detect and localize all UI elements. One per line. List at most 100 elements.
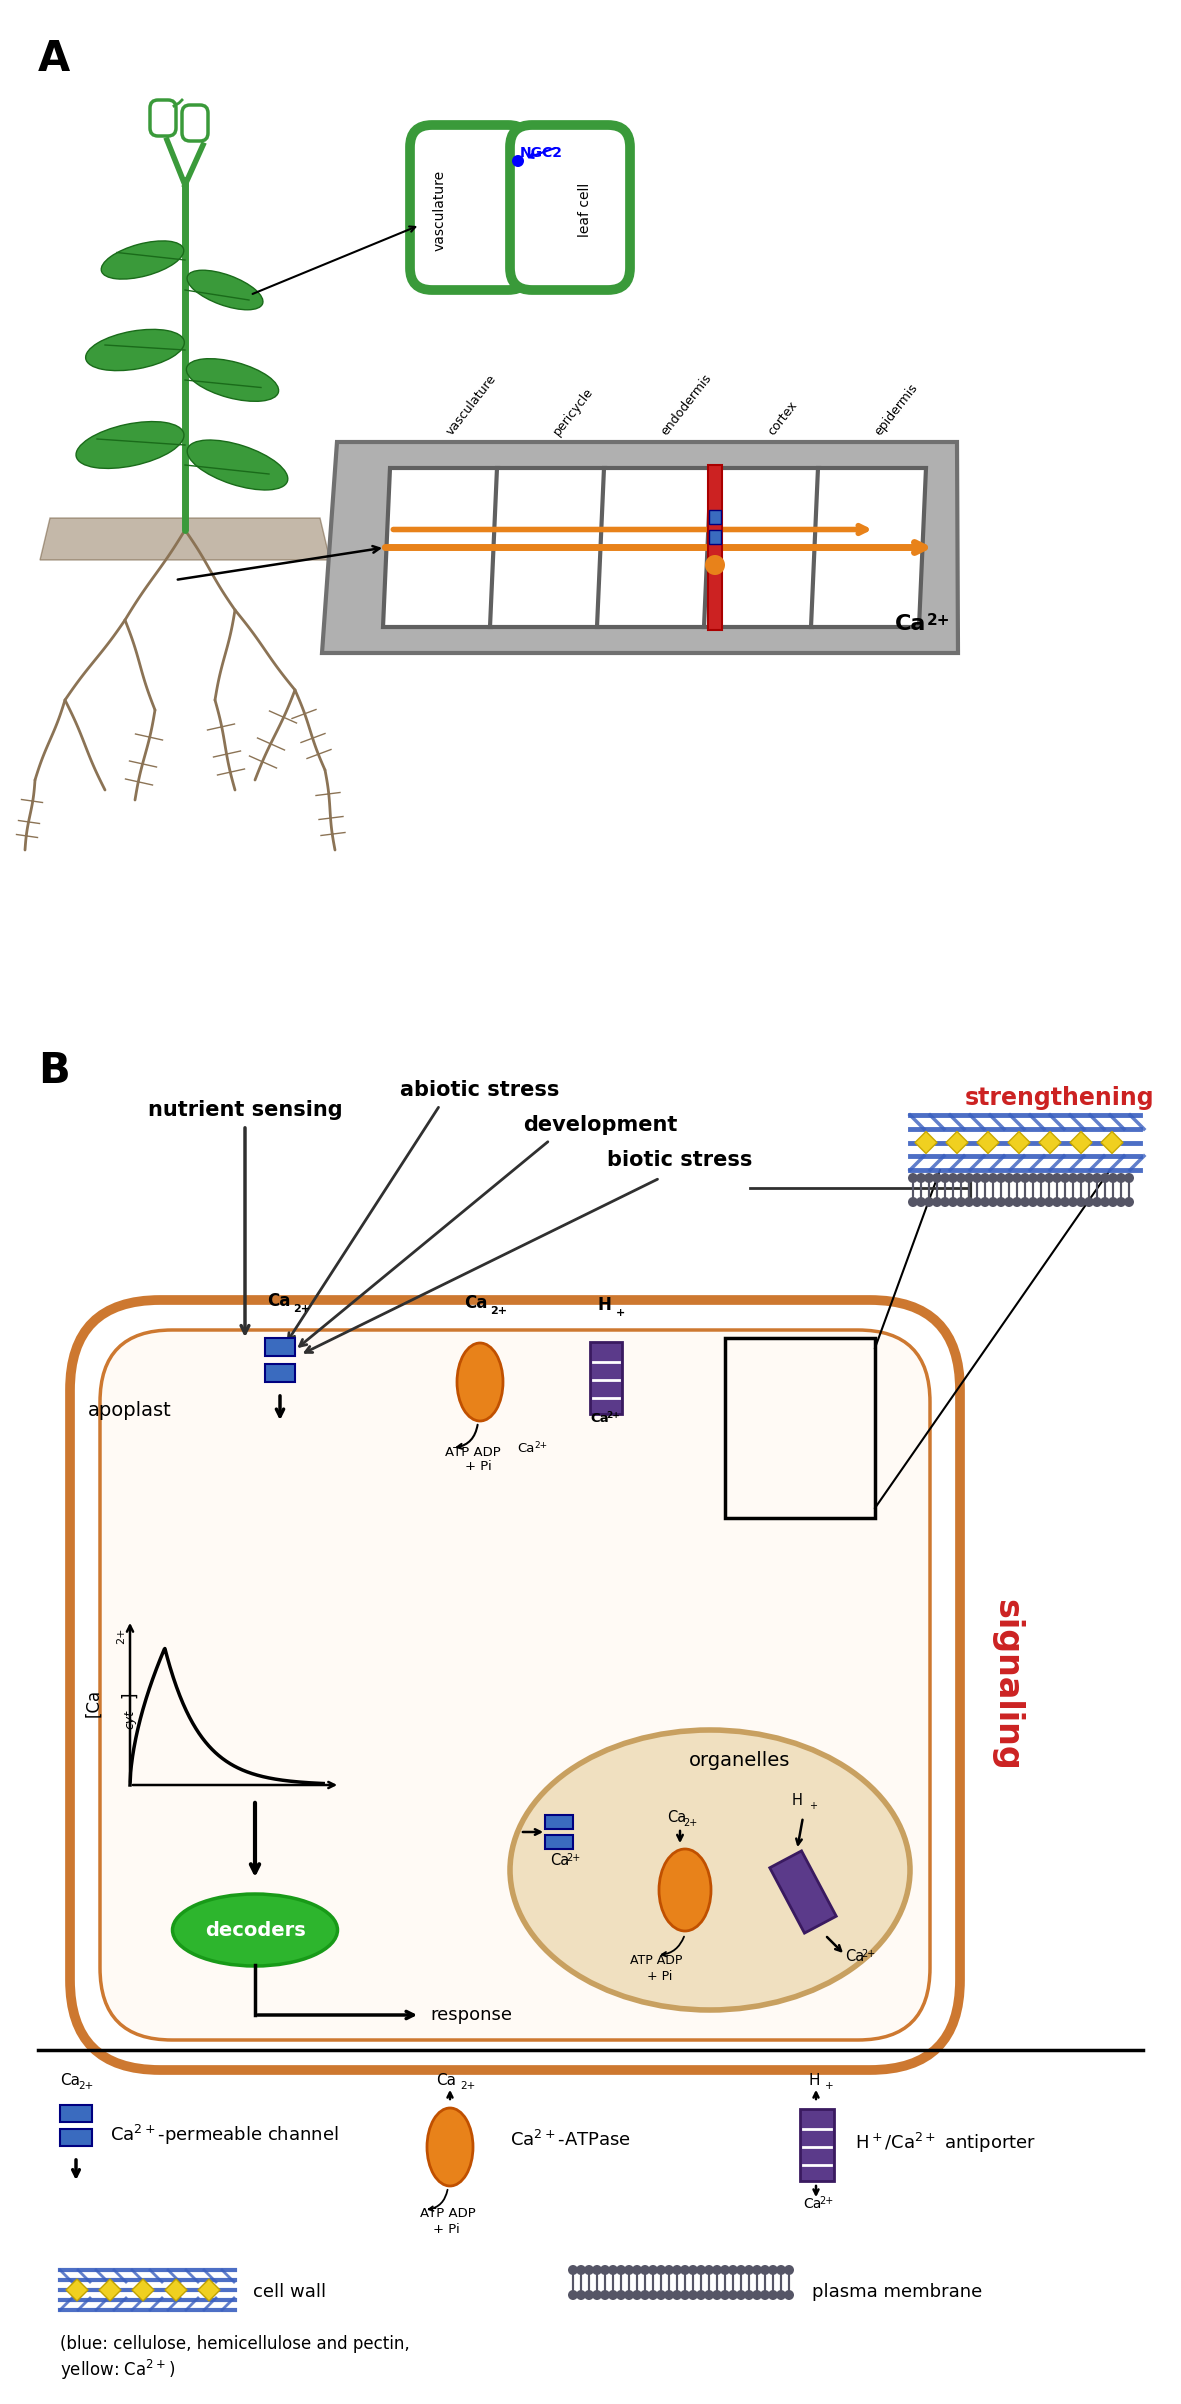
Text: nutrient sensing: nutrient sensing (148, 1101, 342, 1120)
Circle shape (932, 1173, 942, 1183)
Circle shape (727, 2265, 738, 2274)
Polygon shape (132, 2279, 154, 2301)
Text: Ca: Ca (60, 2072, 80, 2089)
Text: Ca: Ca (550, 1853, 569, 1868)
Bar (709, 529, 720, 543)
Circle shape (1116, 1173, 1125, 1183)
Text: 2+: 2+ (534, 1440, 547, 1450)
Circle shape (1020, 1173, 1030, 1183)
Circle shape (1044, 1197, 1053, 1207)
Text: Ca: Ca (267, 1291, 291, 1310)
Polygon shape (1070, 1132, 1092, 1154)
Text: ATP ADP: ATP ADP (629, 1954, 683, 1966)
Bar (725, 1339, 875, 1517)
Text: Ca: Ca (803, 2197, 821, 2212)
Circle shape (624, 2291, 634, 2301)
Text: strengthening: strengthening (965, 1087, 1155, 1111)
Circle shape (696, 2265, 706, 2274)
Circle shape (1061, 1197, 1070, 1207)
Text: decoders: decoders (204, 1921, 306, 1940)
Circle shape (648, 2291, 658, 2301)
Circle shape (964, 1197, 974, 1207)
Text: A: A (38, 38, 70, 79)
Circle shape (1027, 1197, 1038, 1207)
FancyBboxPatch shape (510, 125, 629, 291)
Circle shape (1044, 1173, 1053, 1183)
Text: H: H (598, 1296, 611, 1315)
Circle shape (768, 2265, 778, 2274)
Circle shape (1027, 1173, 1038, 1183)
Circle shape (608, 2291, 618, 2301)
Circle shape (664, 2291, 674, 2301)
Text: Ca: Ca (436, 2072, 456, 2089)
Circle shape (1036, 1173, 1046, 1183)
Circle shape (1084, 1173, 1094, 1183)
Text: NGC2: NGC2 (520, 147, 563, 161)
Circle shape (988, 1197, 998, 1207)
Text: 2+: 2+ (78, 2082, 93, 2091)
Circle shape (916, 1173, 926, 1183)
Text: development: development (523, 1115, 677, 1135)
Polygon shape (1039, 1132, 1061, 1154)
Text: Ca: Ca (895, 613, 926, 635)
Circle shape (736, 2291, 746, 2301)
Circle shape (624, 2265, 634, 2274)
Text: vasculature: vasculature (444, 373, 500, 438)
Text: vasculature: vasculature (433, 168, 446, 250)
Circle shape (689, 2265, 698, 2274)
Text: + Pi: + Pi (647, 1969, 672, 1983)
Circle shape (632, 2291, 642, 2301)
Circle shape (1100, 1173, 1110, 1183)
Bar (709, 510, 720, 524)
Circle shape (576, 2265, 586, 2274)
Text: 2+: 2+ (606, 1411, 620, 1421)
Text: +: + (809, 1801, 817, 1810)
Ellipse shape (659, 1849, 711, 1930)
Bar (265, 1363, 295, 1382)
Circle shape (908, 1197, 918, 1207)
Circle shape (640, 2291, 650, 2301)
Circle shape (616, 2265, 626, 2274)
FancyBboxPatch shape (182, 106, 208, 142)
Polygon shape (490, 469, 605, 627)
Circle shape (680, 2291, 690, 2301)
Circle shape (689, 2291, 698, 2301)
Text: 2+: 2+ (861, 1950, 875, 1959)
Circle shape (600, 2265, 611, 2274)
Text: H: H (791, 1793, 802, 1808)
Text: abiotic stress: abiotic stress (400, 1079, 560, 1101)
Circle shape (1068, 1197, 1078, 1207)
Circle shape (940, 1173, 950, 1183)
Text: cortex: cortex (765, 399, 800, 438)
Ellipse shape (428, 2108, 474, 2185)
Circle shape (513, 154, 524, 166)
Text: leaf cell: leaf cell (578, 183, 592, 238)
Circle shape (592, 2265, 602, 2274)
Circle shape (1012, 1173, 1022, 1183)
FancyBboxPatch shape (150, 101, 176, 137)
FancyBboxPatch shape (70, 1301, 960, 2070)
Text: + Pi: + Pi (433, 2224, 459, 2236)
Circle shape (664, 2265, 674, 2274)
Text: response: response (430, 2005, 513, 2024)
Circle shape (600, 2291, 611, 2301)
Polygon shape (946, 1132, 968, 1154)
Text: epidermis: epidermis (872, 382, 920, 438)
Circle shape (996, 1173, 1006, 1183)
Circle shape (672, 2291, 681, 2301)
Ellipse shape (172, 1894, 338, 1966)
Circle shape (1124, 1197, 1134, 1207)
Text: 2+: 2+ (566, 1853, 580, 1863)
Circle shape (1052, 1173, 1062, 1183)
Circle shape (696, 2291, 706, 2301)
Circle shape (1108, 1173, 1118, 1183)
Circle shape (1020, 1197, 1030, 1207)
Circle shape (1100, 1197, 1110, 1207)
Text: yellow: Ca$^{2+}$): yellow: Ca$^{2+}$) (60, 2358, 175, 2382)
Circle shape (705, 555, 725, 575)
Circle shape (988, 1173, 998, 1183)
Circle shape (752, 2265, 762, 2274)
Polygon shape (383, 469, 498, 627)
Circle shape (1052, 1197, 1062, 1207)
Text: signaling: signaling (990, 1599, 1023, 1772)
